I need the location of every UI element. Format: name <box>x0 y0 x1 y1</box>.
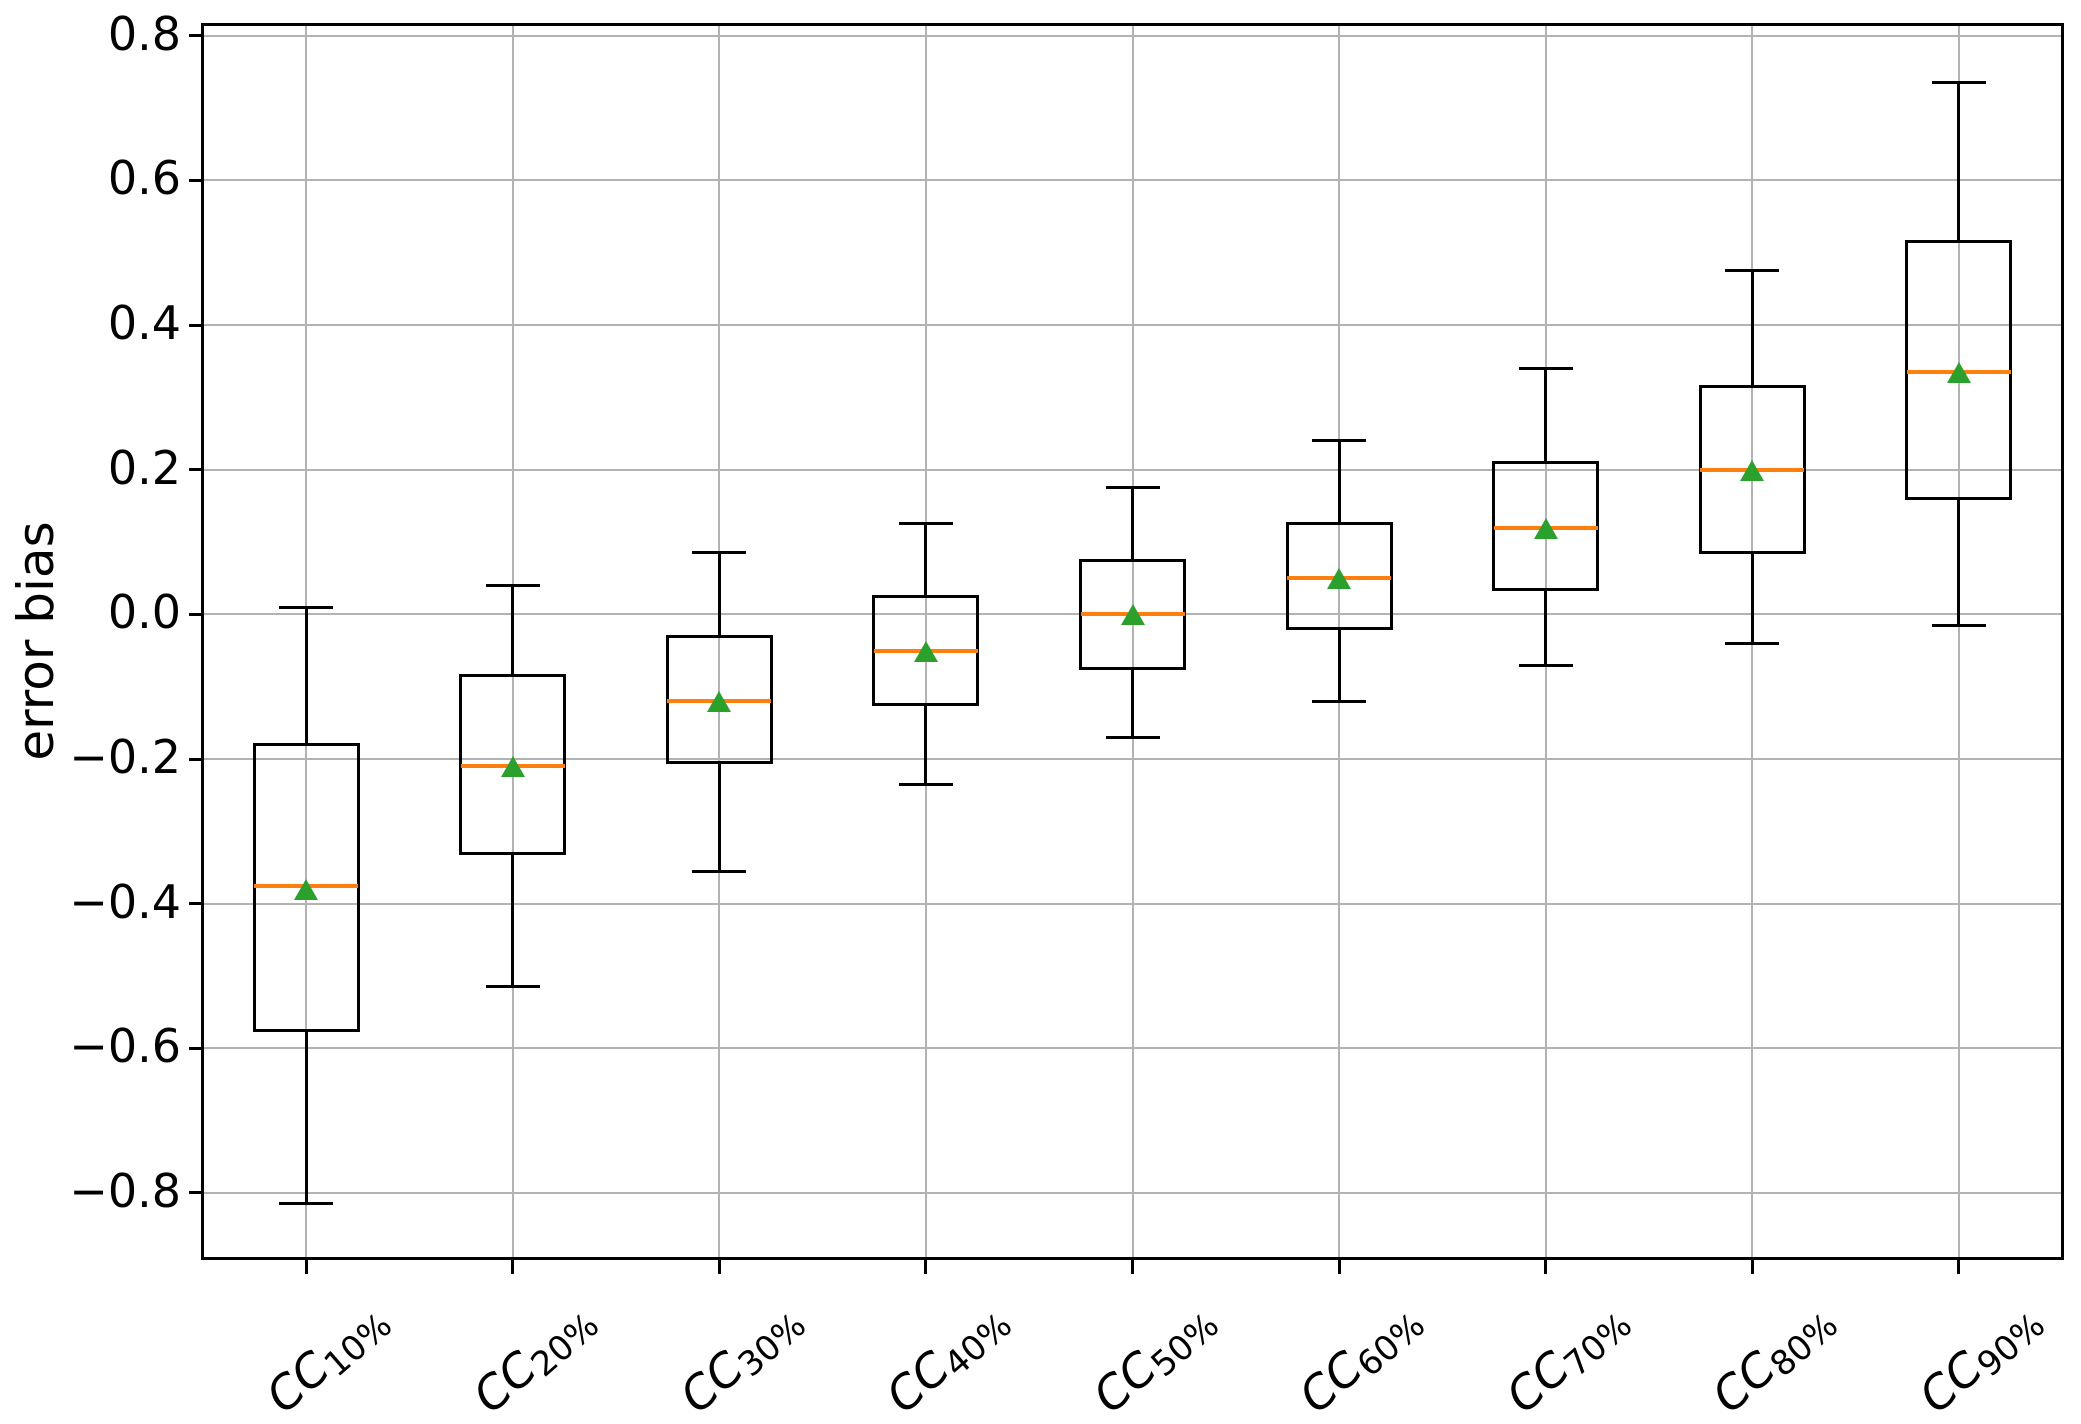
x-tick-label: CC80% <box>1702 1294 1847 1424</box>
mean-triangle-marker <box>707 691 732 713</box>
gridline-v <box>718 26 721 1257</box>
mean-triangle-marker <box>1740 459 1765 481</box>
mean-triangle-marker <box>1327 568 1352 590</box>
whisker-upper-cap <box>1931 81 1986 85</box>
whisker-lower-cap <box>1518 663 1573 667</box>
mean-triangle-marker <box>1946 362 1971 384</box>
x-tick-label: CC50% <box>1082 1294 1227 1424</box>
whisker-upper-cap <box>1518 367 1573 370</box>
whisker-upper-line <box>1131 487 1134 561</box>
x-tick-label: CC40% <box>876 1294 1021 1424</box>
x-tick <box>304 1259 308 1274</box>
whisker-lower-line <box>511 853 515 987</box>
whisker-upper-cap <box>1312 439 1367 443</box>
whisker-lower-cap <box>485 985 540 989</box>
x-tick-label: CC70% <box>1495 1294 1640 1424</box>
gridline-v <box>1957 26 1960 1257</box>
x-tick-label: CC90% <box>1909 1294 2054 1424</box>
x-tick <box>1544 1259 1548 1274</box>
y-tick-label: 0.4 <box>107 295 181 350</box>
mean-triangle-marker <box>913 640 938 662</box>
x-tick-label: CC10% <box>256 1294 401 1424</box>
mean-triangle-marker <box>1120 604 1145 626</box>
whisker-lower-cap <box>692 869 747 873</box>
mean-triangle-marker <box>500 756 525 778</box>
y-tick <box>189 323 203 327</box>
whisker-upper-line <box>924 523 928 597</box>
whisker-upper-line <box>304 607 308 745</box>
y-tick-label: −0.6 <box>69 1019 181 1074</box>
whisker-lower-cap <box>1931 623 1986 627</box>
whisker-lower-cap <box>898 782 953 786</box>
y-tick-label: 0.2 <box>107 440 181 495</box>
gridline-v <box>1131 26 1134 1257</box>
y-tick <box>189 1191 203 1195</box>
x-tick <box>1131 1259 1134 1274</box>
whisker-lower-cap <box>1725 641 1780 645</box>
x-tick <box>1337 1259 1341 1274</box>
whisker-lower-cap <box>1312 699 1367 703</box>
x-tick <box>717 1259 721 1274</box>
whisker-lower-line <box>1337 628 1341 702</box>
x-tick <box>924 1259 928 1274</box>
whisker-upper-line <box>1544 368 1548 463</box>
x-tick-label: CC30% <box>669 1294 814 1424</box>
x-tick-label: CC60% <box>1289 1294 1434 1424</box>
whisker-upper-cap <box>898 522 953 526</box>
whisker-lower-line <box>1544 589 1548 665</box>
whisker-upper-cap <box>1105 486 1160 490</box>
whisker-upper-line <box>1957 82 1961 242</box>
x-tick <box>511 1259 515 1274</box>
mean-triangle-marker <box>1533 517 1558 539</box>
whisker-lower-line <box>717 762 721 872</box>
whisker-upper-line <box>511 585 515 676</box>
whisker-upper-cap <box>485 583 540 587</box>
y-tick-label: 0.0 <box>107 585 181 640</box>
y-tick <box>189 468 203 472</box>
whisker-lower-line <box>924 704 928 785</box>
y-tick-label: 0.6 <box>107 151 181 206</box>
whisker-lower-line <box>1957 498 1961 626</box>
whisker-upper-line <box>717 552 721 637</box>
whisker-upper-line <box>1337 440 1341 524</box>
whisker-lower-line <box>304 1030 308 1204</box>
whisker-lower-line <box>1750 552 1754 644</box>
y-tick <box>189 1046 203 1050</box>
whisker-lower-cap <box>279 1202 334 1206</box>
whisker-lower-line <box>1131 668 1134 738</box>
y-tick <box>189 34 203 38</box>
x-tick-label: CC20% <box>463 1294 608 1424</box>
y-tick <box>189 757 203 761</box>
x-tick <box>1957 1259 1961 1274</box>
y-tick-label: 0.8 <box>107 6 181 61</box>
y-tick <box>189 902 203 906</box>
y-tick-label: −0.8 <box>69 1163 181 1218</box>
whisker-upper-cap <box>1725 269 1780 273</box>
y-tick-label: −0.2 <box>69 729 181 784</box>
whisker-upper-line <box>1750 270 1754 387</box>
whisker-upper-cap <box>279 605 334 609</box>
mean-triangle-marker <box>294 879 319 901</box>
whisker-upper-cap <box>692 551 747 555</box>
y-tick <box>189 612 203 616</box>
y-tick-label: −0.4 <box>69 874 181 929</box>
whisker-lower-cap <box>1105 735 1160 739</box>
x-tick <box>1750 1259 1754 1274</box>
y-tick <box>189 178 203 182</box>
